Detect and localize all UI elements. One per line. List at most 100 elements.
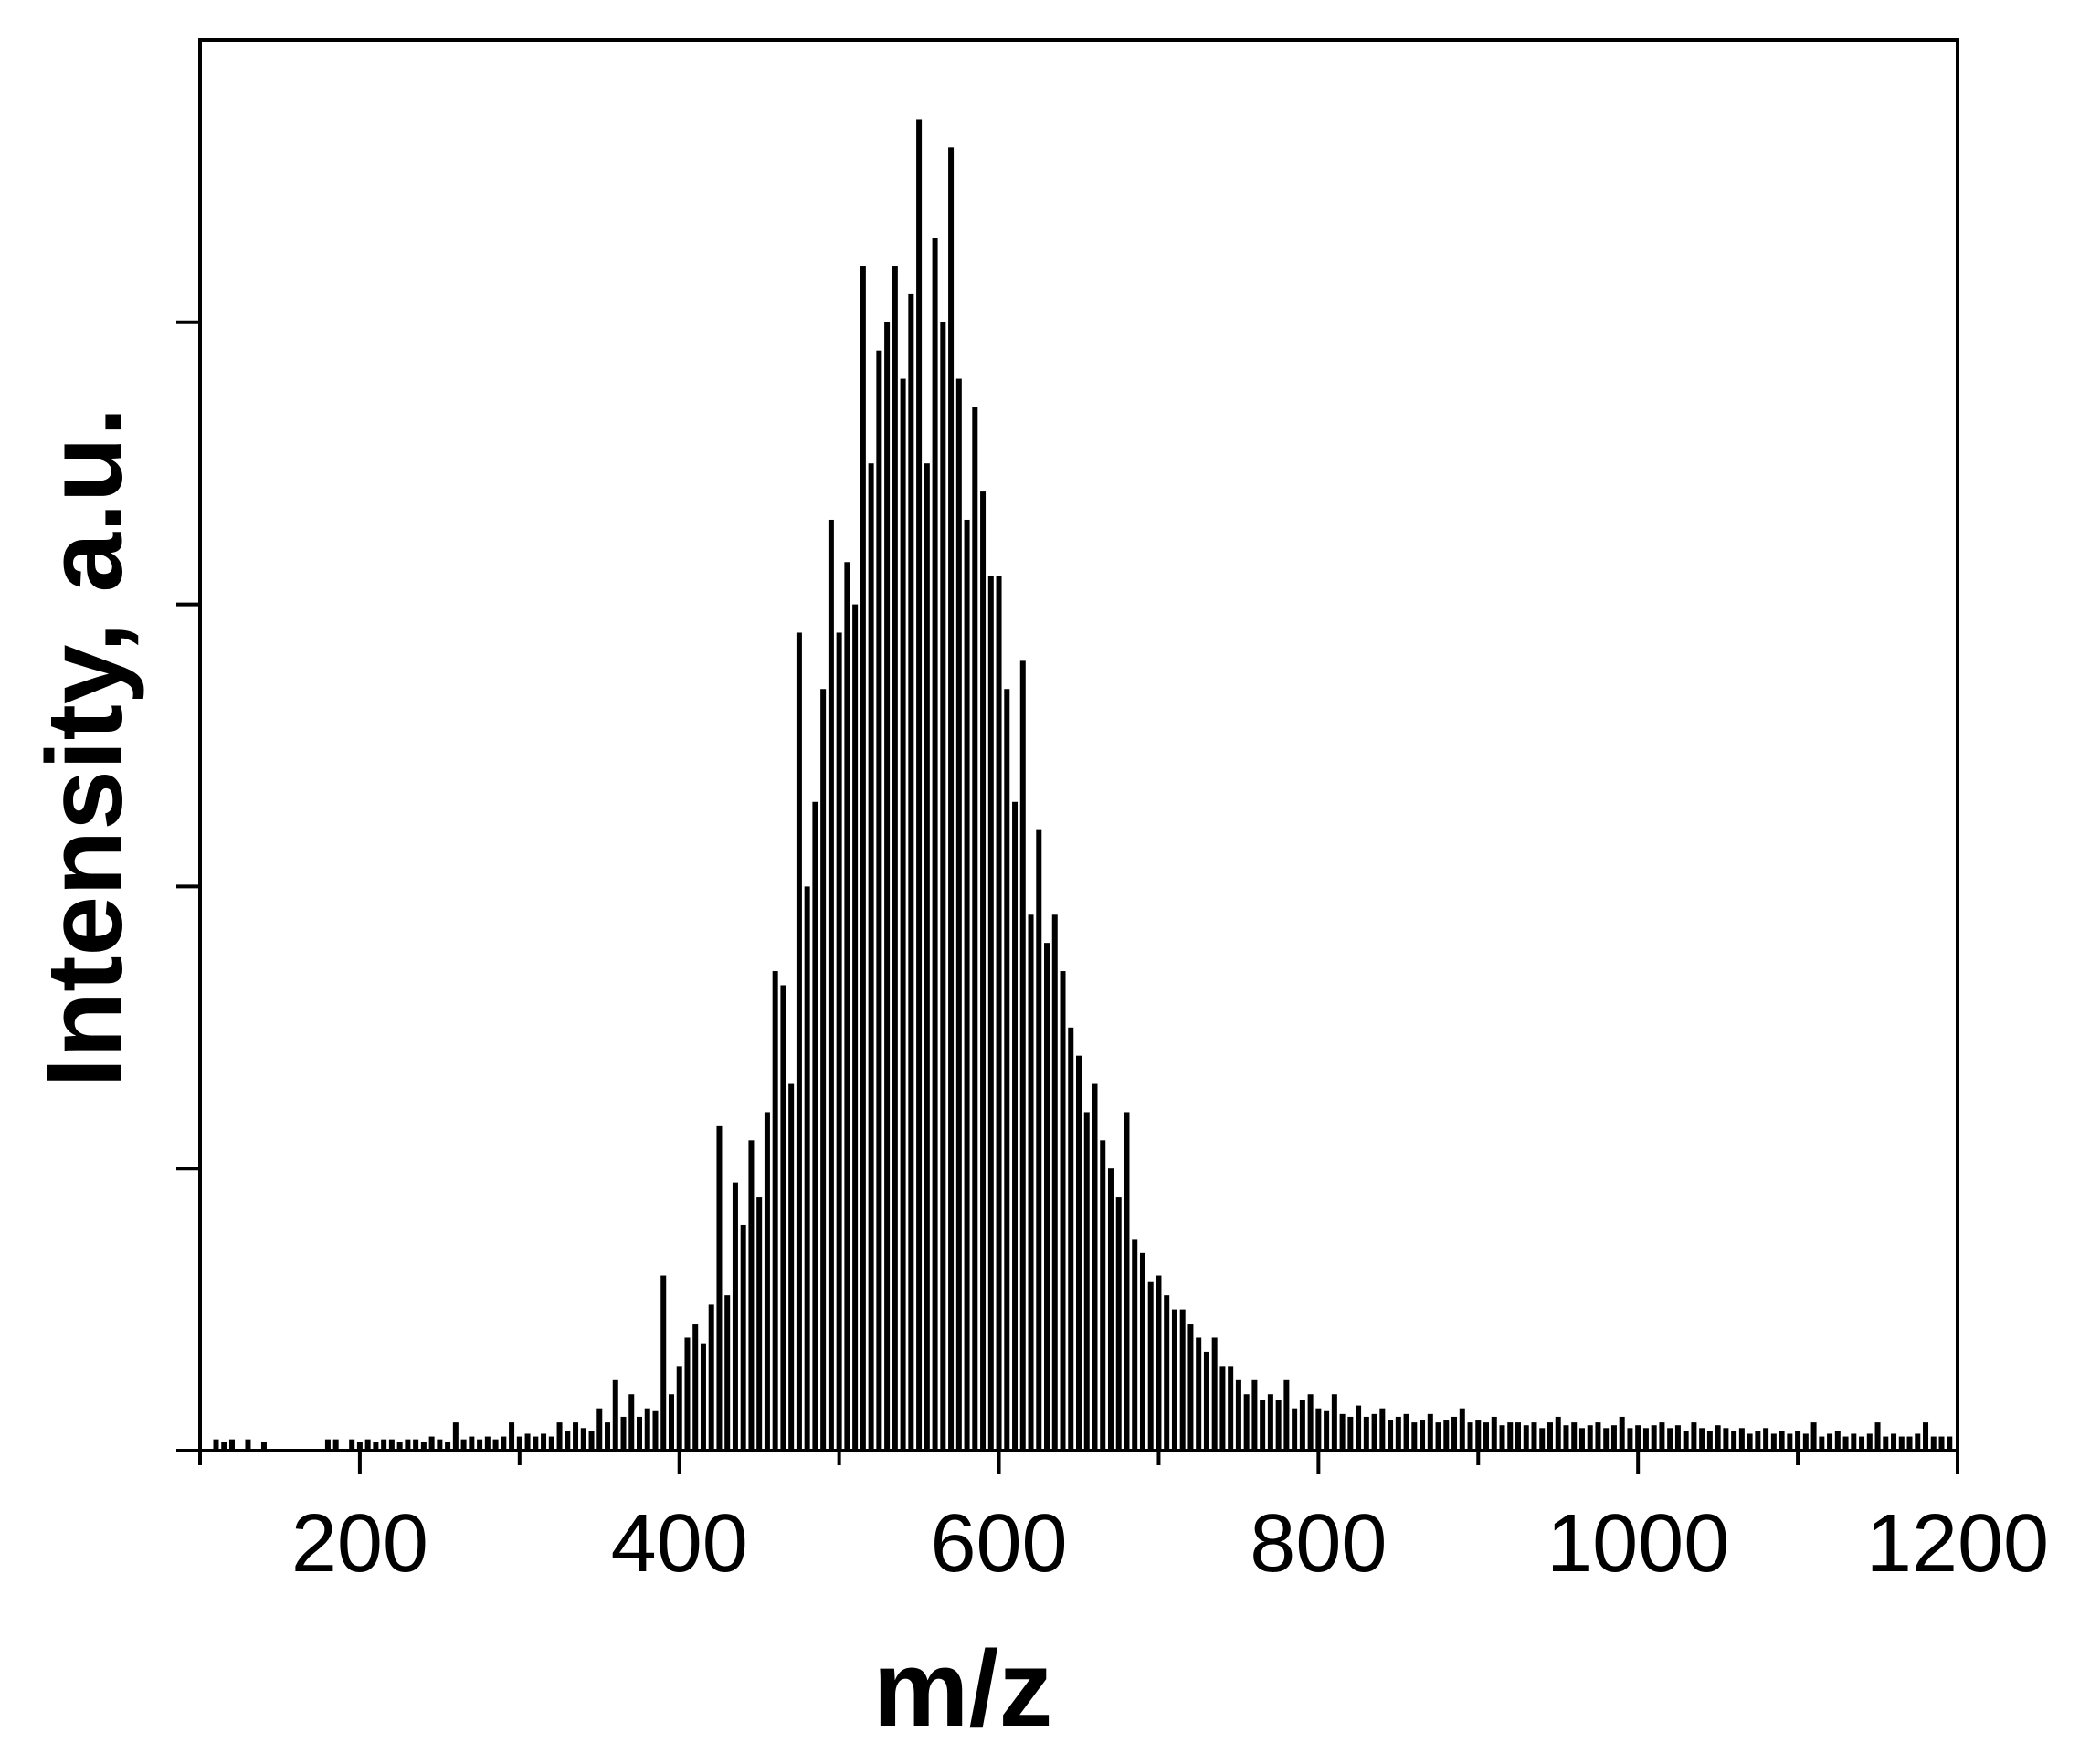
peak bbox=[732, 1182, 738, 1451]
peak bbox=[684, 1337, 691, 1451]
peak bbox=[1555, 1416, 1561, 1451]
x-tick-label: 1200 bbox=[1866, 1498, 2049, 1590]
peak bbox=[1619, 1416, 1625, 1451]
x-tick-label: 800 bbox=[1250, 1498, 1387, 1590]
peak bbox=[1092, 1083, 1098, 1451]
peak bbox=[324, 1439, 331, 1451]
peak bbox=[964, 519, 970, 1451]
peak bbox=[1827, 1433, 1833, 1451]
peak bbox=[1635, 1425, 1641, 1451]
peak bbox=[637, 1416, 642, 1451]
peak bbox=[1515, 1422, 1521, 1451]
x-tick-label: 200 bbox=[291, 1498, 428, 1590]
peak bbox=[652, 1410, 659, 1451]
peak bbox=[1211, 1337, 1218, 1451]
peak bbox=[1683, 1431, 1689, 1451]
peak bbox=[748, 1140, 755, 1451]
peak bbox=[940, 322, 946, 1451]
peak bbox=[1124, 1112, 1130, 1451]
peak bbox=[492, 1439, 499, 1451]
peak bbox=[1706, 1431, 1713, 1451]
peak bbox=[1036, 829, 1042, 1451]
peak bbox=[1019, 660, 1026, 1451]
peak bbox=[1731, 1431, 1737, 1451]
peak bbox=[1723, 1428, 1729, 1451]
peak bbox=[1659, 1422, 1665, 1451]
peak bbox=[852, 604, 859, 1451]
peak bbox=[1251, 1379, 1258, 1451]
peak bbox=[556, 1422, 563, 1451]
y-axis-label: Intensity, a.u. bbox=[25, 407, 145, 1087]
peak bbox=[1874, 1422, 1881, 1451]
peak bbox=[772, 971, 778, 1451]
peak bbox=[924, 463, 930, 1452]
peak bbox=[1802, 1433, 1809, 1451]
peak bbox=[1898, 1436, 1905, 1451]
peak bbox=[820, 689, 827, 1451]
peak bbox=[1435, 1422, 1441, 1451]
peak bbox=[1051, 914, 1058, 1451]
peak bbox=[1371, 1413, 1378, 1451]
peak bbox=[900, 378, 906, 1451]
peak bbox=[484, 1436, 491, 1451]
peak bbox=[1388, 1420, 1394, 1451]
peak bbox=[1060, 971, 1066, 1451]
peak bbox=[1539, 1428, 1546, 1451]
peak bbox=[1563, 1425, 1569, 1451]
peak bbox=[1610, 1425, 1617, 1451]
peak bbox=[844, 562, 850, 1451]
peak bbox=[1339, 1413, 1346, 1451]
peak bbox=[1179, 1309, 1186, 1451]
peak bbox=[477, 1439, 483, 1451]
peak bbox=[1243, 1394, 1250, 1451]
peak bbox=[1403, 1413, 1409, 1451]
peak bbox=[460, 1439, 467, 1451]
peak bbox=[1891, 1433, 1897, 1451]
peak bbox=[708, 1304, 714, 1451]
peak bbox=[1044, 943, 1050, 1451]
peak bbox=[948, 147, 955, 1451]
peak bbox=[1228, 1366, 1234, 1451]
peak bbox=[1691, 1422, 1697, 1451]
x-axis-label: m/z bbox=[873, 1629, 1053, 1749]
peak bbox=[1147, 1281, 1154, 1451]
peak bbox=[501, 1436, 507, 1451]
peak bbox=[692, 1324, 699, 1451]
peak bbox=[1307, 1394, 1314, 1451]
peak bbox=[1842, 1436, 1849, 1451]
peak bbox=[1420, 1420, 1426, 1451]
peak bbox=[1923, 1422, 1929, 1451]
peak bbox=[1834, 1431, 1841, 1451]
peak bbox=[644, 1408, 650, 1451]
peak bbox=[1267, 1394, 1273, 1451]
peak bbox=[1491, 1416, 1497, 1451]
peak bbox=[524, 1433, 531, 1451]
peak bbox=[1763, 1428, 1769, 1451]
peak bbox=[349, 1439, 355, 1451]
peak bbox=[596, 1408, 603, 1451]
peak bbox=[1738, 1428, 1745, 1451]
peak bbox=[1810, 1422, 1817, 1451]
peak bbox=[396, 1442, 403, 1451]
peak bbox=[1523, 1425, 1529, 1451]
peak bbox=[1947, 1436, 1953, 1451]
peak bbox=[1459, 1408, 1465, 1451]
peak bbox=[356, 1442, 363, 1451]
peak bbox=[1819, 1436, 1825, 1451]
peak bbox=[1906, 1436, 1913, 1451]
peak bbox=[1667, 1428, 1673, 1451]
peak bbox=[1571, 1422, 1578, 1451]
peak bbox=[996, 576, 1002, 1451]
peak bbox=[1203, 1351, 1209, 1451]
peak bbox=[1883, 1436, 1889, 1451]
peak bbox=[364, 1439, 371, 1451]
peak bbox=[245, 1439, 251, 1451]
peak bbox=[884, 322, 891, 1451]
peak bbox=[1427, 1413, 1433, 1451]
peak bbox=[1938, 1436, 1945, 1451]
peak bbox=[1859, 1436, 1865, 1451]
peak bbox=[987, 576, 994, 1451]
peak bbox=[1499, 1425, 1505, 1451]
peak bbox=[1219, 1366, 1226, 1451]
